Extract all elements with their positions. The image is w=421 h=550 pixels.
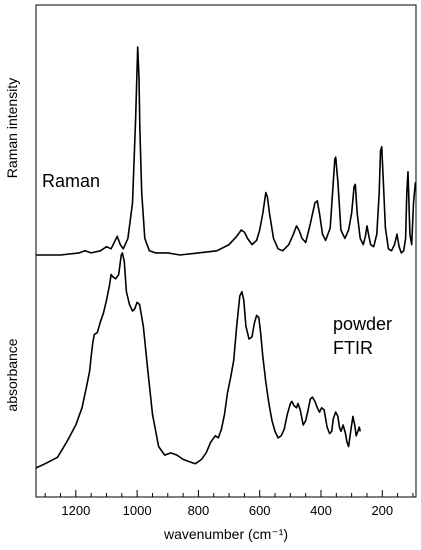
x-tick-label: 200 <box>371 503 393 518</box>
x-tick-label: 1000 <box>123 503 152 518</box>
ftir-annotation-line2: FTIR <box>333 338 373 358</box>
ftir-series-line <box>35 252 361 469</box>
y-axis-label-raman: Raman intensity <box>4 78 20 178</box>
x-tick-label: 1200 <box>61 503 90 518</box>
raman-annotation: Raman <box>42 171 100 191</box>
raman-series-line <box>36 46 417 256</box>
ftir-annotation-line1: powder <box>333 314 392 334</box>
x-axis-label: wavenumber (cm⁻¹) <box>163 526 288 542</box>
x-tick-label: 800 <box>188 503 210 518</box>
x-tick-label: 400 <box>310 503 332 518</box>
y-axis-label-absorbance: absorbance <box>4 338 20 411</box>
x-axis-ticks: 1200 1000 800 600 400 200 <box>44 490 414 518</box>
plot-frame <box>35 4 417 498</box>
x-tick-label: 600 <box>249 503 271 518</box>
